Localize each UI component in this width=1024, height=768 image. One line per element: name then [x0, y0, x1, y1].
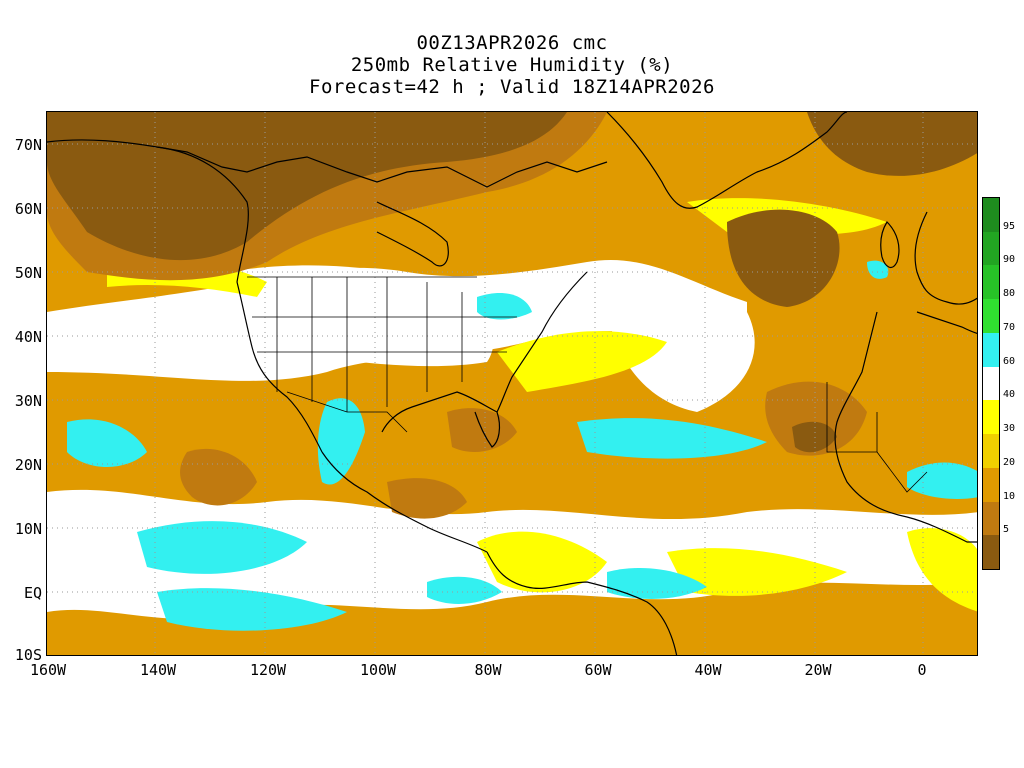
title-variable: 250mb Relative Humidity (%)	[350, 54, 674, 76]
colorbar-segment	[983, 535, 999, 570]
humidity-field	[47, 112, 977, 655]
colorbar-segment	[983, 434, 999, 469]
field-cyan-3	[157, 588, 347, 631]
field-atlantic-white	[607, 269, 755, 412]
field-yellow-6	[907, 528, 977, 612]
political-boundaries	[247, 276, 928, 493]
colorbar-label: 5	[1003, 524, 1010, 536]
field-cyan-5	[577, 418, 767, 459]
map-title: 00Z13APR2026 cmc 250mb Relative Humidity…	[0, 32, 1024, 98]
lon-label-0: 0	[917, 661, 927, 679]
lat-label-20n: 20N	[14, 456, 42, 474]
field-dry-africa	[765, 381, 867, 456]
lat-label-eq: EQ	[23, 584, 42, 602]
field-yellow-4	[477, 531, 607, 593]
colorbar	[982, 197, 1000, 570]
colorbar-segment	[983, 231, 999, 266]
colorbar-segment	[983, 332, 999, 367]
colorbar-label: 80	[1003, 288, 1016, 300]
lat-label-60n: 60N	[14, 200, 42, 218]
colorbar-segment	[983, 265, 999, 300]
lon-label-80w: 80W	[474, 661, 502, 679]
colorbar-label: 60	[1003, 355, 1016, 367]
field-cyan-10	[427, 576, 502, 604]
field-cyan-2	[137, 521, 307, 574]
field-cyan-1	[67, 419, 147, 467]
lat-label-40n: 40N	[14, 328, 42, 346]
title-forecast: Forecast=42 h ; Valid 18Z14APR2026	[309, 76, 715, 98]
lat-label-50n: 50N	[14, 264, 42, 282]
lat-label-30n: 30N	[14, 392, 42, 410]
lat-label-70n: 70N	[14, 136, 42, 154]
colorbar-label: 90	[1003, 254, 1016, 266]
field-dry-pacific	[180, 448, 257, 506]
colorbar-label: 20	[1003, 456, 1016, 468]
lat-label-10s: 10S	[14, 646, 42, 664]
lon-label-120w: 120W	[249, 661, 287, 679]
lon-label-40w: 40W	[694, 661, 722, 679]
field-cyan-9	[867, 260, 889, 279]
field-cyan-7	[477, 292, 532, 320]
humidity-map	[46, 111, 978, 656]
field-dry-centam	[387, 478, 467, 519]
lon-label-100w: 100W	[359, 661, 397, 679]
colorbar-segment	[983, 400, 999, 435]
lon-label-160w: 160W	[29, 661, 67, 679]
colorbar-segment	[983, 467, 999, 502]
colorbar-segment	[983, 299, 999, 334]
colorbar-segment	[983, 198, 999, 232]
field-cyan-8	[907, 462, 977, 499]
colorbar-label: 70	[1003, 321, 1016, 333]
lon-label-20w: 20W	[804, 661, 832, 679]
lon-label-60w: 60W	[584, 661, 612, 679]
field-yellow-2	[497, 331, 667, 392]
graticule	[47, 112, 977, 655]
colorbar-label: 40	[1003, 389, 1016, 401]
title-run: 00Z13APR2026 cmc	[416, 32, 608, 54]
colorbar-segment	[983, 366, 999, 401]
field-cyan-6	[607, 567, 707, 599]
colorbar-label: 30	[1003, 423, 1016, 435]
lon-label-140w: 140W	[139, 661, 177, 679]
field-very-dry-north	[47, 112, 567, 261]
colorbar-label: 10	[1003, 490, 1016, 502]
colorbar-label: 95	[1003, 220, 1016, 232]
lat-label-10n: 10N	[14, 520, 42, 538]
field-very-dry-atlantic	[727, 209, 840, 307]
colorbar-segment	[983, 501, 999, 536]
field-yellow-5	[667, 548, 847, 596]
coastlines	[47, 112, 977, 655]
